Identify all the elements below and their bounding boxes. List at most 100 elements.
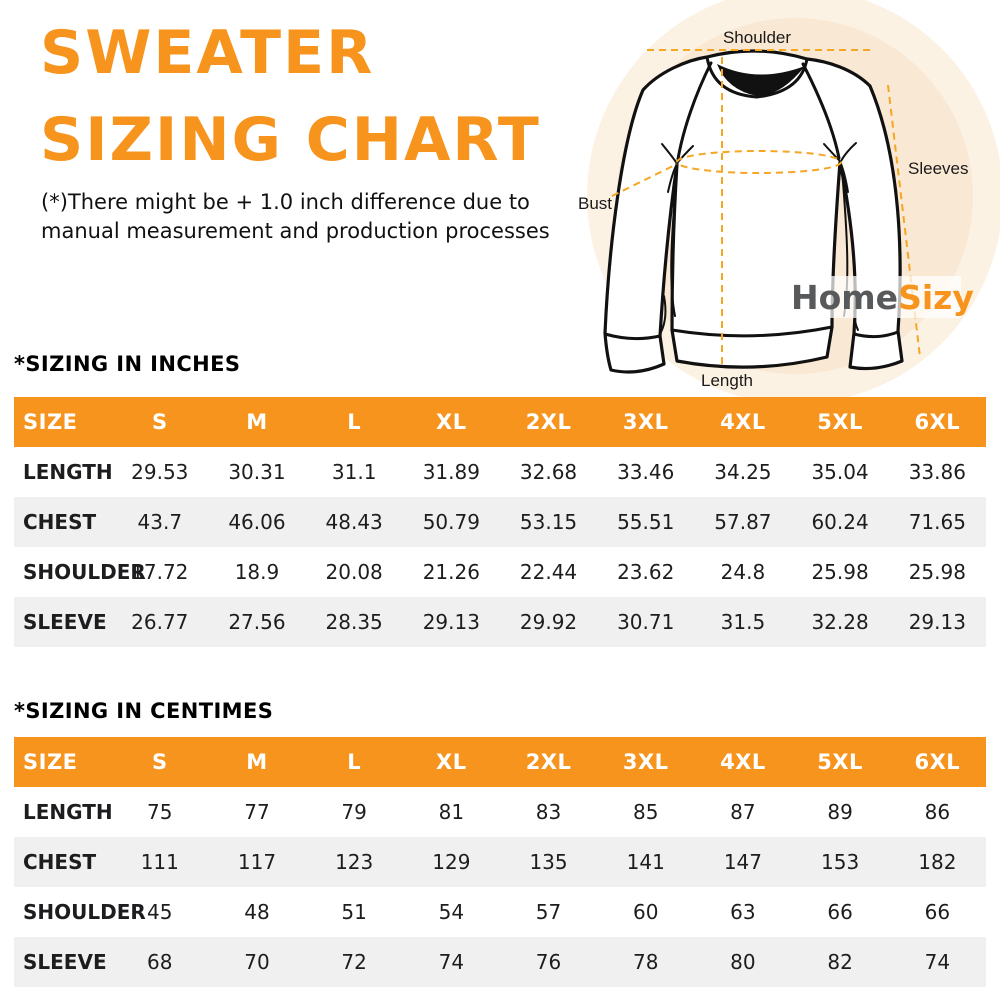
svg-text:HomeSizy: HomeSizy (791, 278, 974, 317)
size-value-cell: 74 (438, 950, 465, 974)
size-value-cell: 83 (535, 800, 562, 824)
column-header-m: M (208, 397, 306, 447)
size-value-cell: 66 (924, 900, 951, 924)
size-value-cell: 29.13 (908, 610, 966, 634)
size-value-cell: 29.53 (131, 460, 189, 484)
sizing-table-centimes: SIZE S M L XL 2XL 3XL 4XL 5XL 6XL LENGTH 75 77 79 81 8… (14, 737, 986, 987)
size-value-cell: 70 (244, 950, 270, 974)
column-header-l: L (305, 397, 403, 447)
table-row-length: LENGTH 75 77 79 81 83 85 87 89 86 (14, 787, 986, 837)
row-label-sleeve: SLEEVE (23, 950, 107, 974)
length-label: Length (701, 371, 753, 390)
bust-guide-ellipse (676, 150, 842, 174)
collar-inner-band (717, 64, 805, 96)
size-value-cell: 87 (730, 800, 756, 824)
size-value-cell: 117 (237, 850, 277, 874)
size-value-cell: 29.92 (519, 610, 578, 634)
table-header-row: SIZE S M L XL 2XL 3XL 4XL 5XL 6XL (14, 737, 986, 787)
column-header-2xl: 2XL (499, 737, 598, 787)
sweater-silhouette (603, 49, 904, 374)
size-value-cell: 153 (821, 850, 860, 874)
size-value-cell: 29.13 (422, 610, 480, 634)
column-header-s: S (111, 737, 209, 787)
sweater-measurement-diagram: Shoulder Sleeves Bust Length HomeSizy (565, 0, 1000, 400)
size-value-cell: 17.72 (131, 560, 189, 584)
size-value-cell: 23.62 (617, 560, 675, 584)
measurement-disclaimer: (*)There might be + 1.0 inch difference … (41, 190, 550, 243)
sweater-illustration (603, 49, 904, 374)
size-value-cell: 60 (632, 900, 659, 924)
column-header-m: M (208, 737, 306, 787)
size-value-cell: 54 (438, 900, 465, 924)
size-value-cell: 71.65 (908, 510, 966, 534)
size-value-cell: 28.35 (325, 610, 383, 634)
sizing-table-inches: SIZE S M L XL 2XL 3XL 4XL 5XL 6XL LENGTH 29.53 30.3… (14, 397, 986, 647)
size-value-cell: 46.06 (228, 510, 286, 534)
row-label-shoulder: SHOULDER (23, 900, 146, 924)
row-label-chest: CHEST (23, 510, 97, 534)
size-value-cell: 135 (529, 850, 568, 874)
column-header-6xl: 6XL (888, 737, 986, 787)
column-header-5xl: 5XL (791, 397, 889, 447)
row-label-shoulder: SHOULDER (23, 560, 146, 584)
size-value-cell: 48 (244, 900, 270, 924)
brand-logo: HomeSizy (783, 276, 974, 318)
column-header-size: SIZE (14, 397, 112, 447)
size-value-cell: 129 (432, 850, 471, 874)
logo-backdrop (783, 276, 961, 318)
column-header-s: S (111, 397, 209, 447)
waistband-line (670, 325, 834, 338)
size-value-cell: 85 (632, 800, 659, 824)
size-value-cell: 31.89 (422, 460, 480, 484)
sleeves-label: Sleeves (908, 159, 968, 178)
size-value-cell: 74 (924, 950, 951, 974)
section-title-inches: *SIZING IN INCHES (14, 352, 241, 376)
size-value-cell: 75 (147, 800, 173, 824)
column-header-4xl: 4XL (694, 397, 792, 447)
section-title-centimes: *SIZING IN CENTIMES (14, 699, 274, 723)
size-value-cell: 26.77 (131, 610, 189, 634)
table-row-chest: CHEST 43.7 46.06 48.43 50.79 53.15 55.51 57.87 6… (14, 497, 986, 547)
size-value-cell: 82 (827, 950, 853, 974)
raglan-seam-left (676, 61, 713, 161)
size-value-cell: 33.46 (617, 460, 675, 484)
size-value-cell: 48.43 (325, 510, 383, 534)
size-value-cell: 25.98 (908, 560, 966, 584)
row-label-chest: CHEST (23, 850, 97, 874)
size-value-cell: 45 (147, 900, 173, 924)
size-value-cell: 66 (827, 900, 853, 924)
size-value-cell: 63 (730, 900, 756, 924)
size-value-cell: 27.56 (228, 610, 286, 634)
column-header-l: L (305, 737, 403, 787)
cuff-line-right (852, 330, 900, 339)
logo-text-home: Home (791, 278, 898, 317)
size-value-cell: 77 (244, 800, 270, 824)
column-header-xl: XL (402, 737, 500, 787)
column-header-4xl: 4XL (694, 737, 792, 787)
size-value-cell: 72 (341, 950, 367, 974)
collar-outline (705, 55, 809, 99)
size-value-cell: 31.5 (720, 610, 766, 634)
size-value-cell: 20.08 (325, 560, 383, 584)
size-value-cell: 51 (341, 900, 367, 924)
size-value-cell: 57 (535, 900, 562, 924)
column-header-2xl: 2XL (499, 397, 598, 447)
row-label-sleeve: SLEEVE (23, 610, 107, 634)
table-row-shoulder: SHOULDER 45 48 51 54 57 60 63 66 66 (14, 887, 986, 937)
size-value-cell: 32.28 (811, 610, 869, 634)
column-header-xl: XL (402, 397, 500, 447)
size-value-cell: 76 (535, 950, 562, 974)
size-value-cell: 182 (918, 850, 957, 874)
size-value-cell: 53.15 (519, 510, 578, 534)
column-header-3xl: 3XL (597, 397, 695, 447)
logo-text-sizy: Sizy (898, 278, 974, 317)
size-value-cell: 80 (730, 950, 756, 974)
size-value-cell: 60.24 (811, 510, 869, 534)
page-title-line1: SWEATER (40, 18, 375, 88)
size-value-cell: 81 (438, 800, 465, 824)
size-value-cell: 141 (626, 850, 665, 874)
column-header-size: SIZE (14, 737, 112, 787)
shoulder-label: Shoulder (723, 28, 791, 47)
table-row-length: LENGTH 29.53 30.31 31.1 31.89 32.68 33.46 34.25… (14, 447, 986, 497)
